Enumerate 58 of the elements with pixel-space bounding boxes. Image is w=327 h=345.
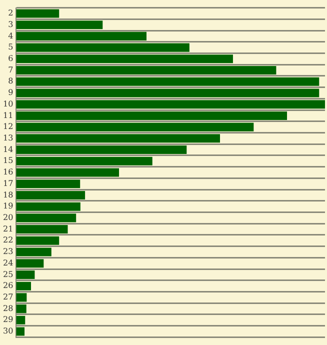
bar [16, 316, 26, 324]
y-tick-label: 2 [8, 8, 14, 18]
y-tick-label: 23 [2, 247, 14, 256]
y-tick-label: 13 [2, 134, 14, 142]
y-tick-label: 26 [2, 281, 14, 290]
bar [16, 43, 190, 52]
bar [16, 77, 320, 86]
bar [16, 259, 44, 268]
y-tick-label: 4 [8, 31, 14, 40]
y-tick-label: 6 [8, 54, 14, 63]
bar [16, 293, 27, 302]
y-tick-label: 22 [2, 236, 14, 245]
y-tick-label: 30 [2, 326, 14, 336]
bar [16, 134, 220, 143]
bar [16, 122, 254, 132]
y-tick-label: 29 [2, 315, 14, 324]
bar [16, 225, 68, 234]
y-tick-label: 19 [2, 202, 14, 211]
bar [16, 146, 187, 154]
y-tick-label: 12 [2, 122, 14, 132]
y-tick-label: 27 [2, 292, 14, 302]
y-tick-label: 3 [8, 20, 14, 29]
bar [16, 100, 325, 109]
y-tick-label: 16 [2, 168, 14, 177]
y-tick-label: 14 [2, 144, 14, 154]
bar [16, 54, 233, 64]
y-tick-label: 8 [8, 76, 14, 86]
y-tick-label: 21 [2, 224, 14, 234]
y-tick-label: 9 [8, 88, 14, 98]
y-tick-label: 20 [2, 213, 14, 222]
bar [16, 156, 152, 166]
y-tick-label: 18 [2, 190, 14, 200]
bar [16, 202, 80, 211]
bar [16, 248, 52, 256]
bar [16, 168, 120, 177]
bar [16, 111, 288, 120]
y-tick-label: 5 [8, 42, 14, 52]
bar [16, 9, 60, 18]
bar [16, 236, 60, 245]
bar [16, 66, 276, 75]
y-tick-label: 24 [2, 258, 14, 268]
bar [16, 214, 76, 222]
bar [16, 180, 80, 188]
y-tick-label: 17 [2, 178, 14, 188]
bar [16, 190, 86, 200]
bar [16, 327, 25, 336]
bar [16, 20, 103, 30]
bar [16, 88, 320, 98]
y-tick-label: 10 [2, 99, 14, 108]
y-tick-label: 11 [2, 110, 14, 120]
bar [16, 282, 32, 290]
bar [16, 270, 35, 279]
y-tick-label: 15 [2, 156, 14, 166]
bar [16, 304, 26, 314]
y-tick-label: 7 [8, 65, 14, 74]
y-tick-label: 25 [2, 270, 14, 279]
bar [16, 32, 146, 40]
y-tick-label: 28 [2, 304, 14, 313]
